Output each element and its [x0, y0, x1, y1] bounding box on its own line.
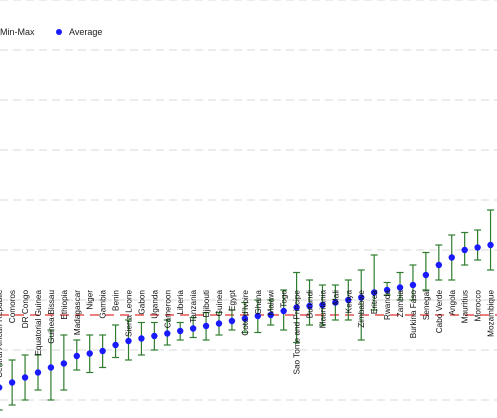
- x-tick-label: Sao Tome and Principe: [293, 290, 302, 375]
- x-tick-label: Liberia: [176, 290, 185, 315]
- average-point: [280, 307, 287, 315]
- x-tick-label: Gambia: [99, 290, 108, 319]
- average-point: [21, 374, 29, 381]
- legend-item-average: Average: [56, 27, 102, 37]
- average-point: [202, 322, 210, 330]
- x-tick-label: Equatorial Guinea: [34, 290, 43, 356]
- x-tick-label: Egypt: [228, 289, 237, 311]
- legend-label-min-max: Min-Max: [0, 27, 35, 37]
- x-tick-label: Zimbabwe: [357, 290, 366, 328]
- average-point: [177, 327, 184, 335]
- x-tick-label: Guinea: [215, 290, 224, 317]
- x-tick-label: Senegal: [422, 290, 431, 320]
- x-tick-label: Benin: [112, 290, 121, 311]
- average-point: [86, 350, 93, 357]
- average-point: [138, 335, 145, 342]
- x-tick-label: Niger: [86, 290, 95, 310]
- x-tick-label: Eritrea: [370, 290, 379, 315]
- x-tick-label: Mauritius: [461, 290, 470, 323]
- x-tick-label: Uganda: [150, 290, 159, 319]
- x-tick-label: Malawi: [267, 290, 276, 316]
- x-tick-label: Central African Republic: [0, 290, 4, 378]
- average-point: [293, 304, 300, 311]
- average-point: [267, 311, 274, 319]
- min-max-bar: [357, 269, 365, 341]
- x-tick-label: Morocco: [474, 290, 483, 322]
- average-point: [383, 286, 391, 294]
- average-point: [396, 284, 404, 291]
- average-point: [8, 379, 16, 386]
- min-max-bar: [422, 251, 430, 291]
- average-point: [254, 312, 261, 320]
- average-point: [125, 337, 132, 345]
- x-tick-label: Mozambique: [487, 290, 496, 337]
- legend-item-min-max: Min-Max: [0, 27, 35, 37]
- x-tick-label: Zambia: [396, 290, 405, 318]
- x-tick-label: Cameroon: [163, 290, 172, 329]
- min-max-bar: [370, 254, 378, 311]
- average-point: [215, 320, 223, 327]
- average-point: [189, 325, 197, 332]
- average-point: [422, 271, 430, 279]
- average-point: [241, 315, 249, 322]
- x-tick-label: Guinea-Bissau: [47, 290, 56, 344]
- legend-dot-icon: [56, 29, 62, 35]
- average-point: [228, 317, 236, 325]
- average-point: [461, 246, 468, 254]
- x-tick-label: Kenya: [344, 290, 353, 314]
- x-tick-label: Comoros: [8, 290, 17, 323]
- average-point: [332, 299, 339, 306]
- x-tick-label: Mali: [331, 290, 340, 305]
- average-point: [99, 347, 106, 355]
- average-series: [0, 241, 494, 391]
- average-point: [306, 302, 313, 310]
- average-point: [34, 369, 42, 376]
- average-point: [370, 289, 378, 296]
- average-point: [164, 330, 171, 337]
- min-max-bar: [487, 209, 495, 271]
- average-point: [358, 294, 365, 301]
- min-max-bar: [0, 364, 3, 411]
- average-point: [474, 244, 481, 251]
- min-max-bar: [112, 324, 120, 359]
- x-tick-label: Mauritania: [318, 290, 327, 329]
- average-point: [448, 254, 455, 261]
- legend-label-average: Average: [69, 27, 103, 37]
- x-tick-label: Madagascar: [73, 290, 82, 335]
- min-max-bar: [306, 279, 314, 326]
- average-point: [47, 364, 55, 371]
- x-tick-label: Gabon: [137, 290, 146, 315]
- x-tick-label: Ghana: [254, 290, 263, 315]
- x-tick-label: Rwanda: [383, 290, 392, 320]
- x-tick-label: Burundi: [306, 290, 315, 318]
- grid-lines: [0, 0, 497, 401]
- x-tick-label: Tanzania: [189, 290, 198, 323]
- average-point: [435, 261, 443, 269]
- average-point: [60, 360, 68, 367]
- x-tick-label: Cabo Verde: [435, 290, 444, 334]
- x-tick-label: Angola: [448, 290, 457, 316]
- average-point: [345, 296, 352, 304]
- x-tick-label: Ethiopia: [60, 290, 69, 320]
- average-point: [151, 332, 158, 340]
- average-point: [73, 352, 80, 360]
- x-tick-label: Sierra Leone: [125, 290, 134, 337]
- average-point: [112, 341, 119, 349]
- x-tick-label: Burkina Faso: [409, 290, 418, 339]
- x-tick-label: DR Congo: [21, 290, 30, 329]
- average-point: [319, 301, 326, 309]
- x-tick-label: Djibouti: [202, 290, 211, 317]
- average-point: [0, 384, 3, 391]
- x-tick-label: Togo: [280, 290, 289, 308]
- average-point: [409, 281, 417, 289]
- x-tick-labels: Central African Republic Comoros DR Congo E…: [0, 289, 496, 378]
- average-point: [487, 241, 494, 249]
- x-tick-label: Cote d'Ivoire: [241, 290, 250, 336]
